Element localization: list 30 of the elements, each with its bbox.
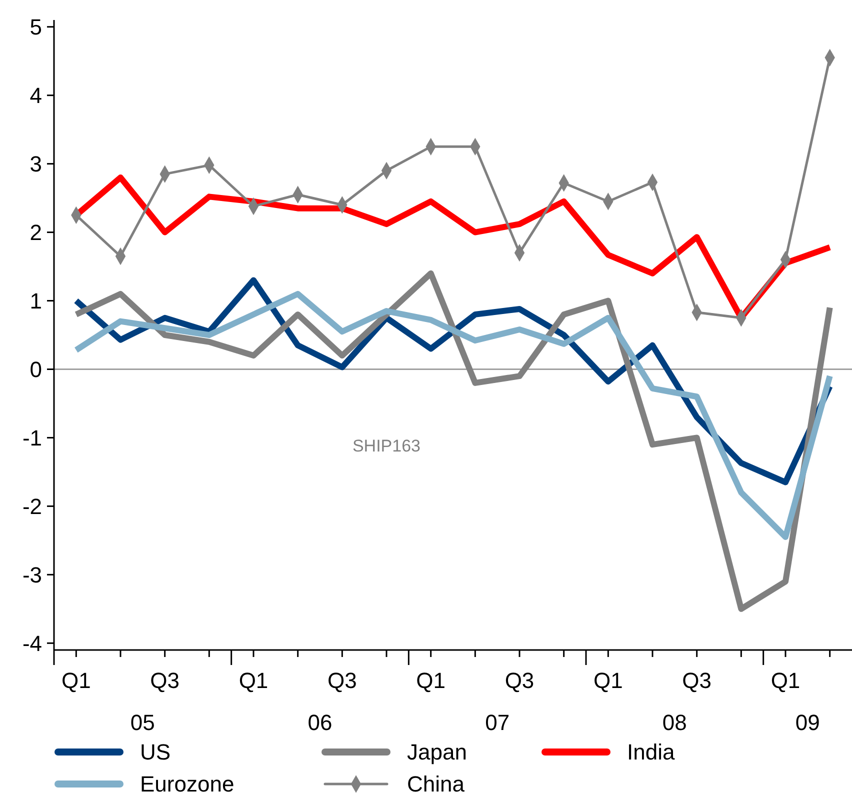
x-tick-label: Q1 <box>238 668 268 693</box>
y-tick-label: 4 <box>30 83 42 108</box>
legend-label: Japan <box>407 740 467 765</box>
x-tick-label: Q3 <box>327 668 357 693</box>
legend-label: Eurozone <box>140 772 234 797</box>
text: 08 <box>662 710 687 735</box>
x-tick-label: Q1 <box>61 668 91 693</box>
x-tick-label: Q3 <box>504 668 534 693</box>
y-tick-label: 1 <box>30 288 42 314</box>
legend-label: China <box>407 772 466 797</box>
text: 05 <box>130 710 155 735</box>
text: 09 <box>795 710 820 735</box>
legend-label: India <box>627 740 676 765</box>
x-tick-label: Q1 <box>770 668 800 693</box>
y-tick-label: -1 <box>22 425 42 450</box>
x-tick-label: Q3 <box>682 668 712 693</box>
annotation: SHIP163 <box>352 436 421 456</box>
y-tick-label: -2 <box>22 494 42 519</box>
y-tick-label: 3 <box>30 152 42 177</box>
x-tick-label: Q1 <box>593 668 623 693</box>
y-tick-label: 5 <box>30 14 42 40</box>
y-tick-label: 0 <box>30 356 42 382</box>
x-tick-label: Q3 <box>150 668 180 693</box>
text: 06 <box>308 710 332 735</box>
x-tick-label: Q1 <box>416 668 446 693</box>
legend-label: US <box>140 740 171 765</box>
text: 07 <box>485 710 510 735</box>
y-tick-label: -3 <box>22 562 42 588</box>
y-tick-label: -4 <box>22 630 42 656</box>
y-tick-label: 2 <box>30 220 42 245</box>
